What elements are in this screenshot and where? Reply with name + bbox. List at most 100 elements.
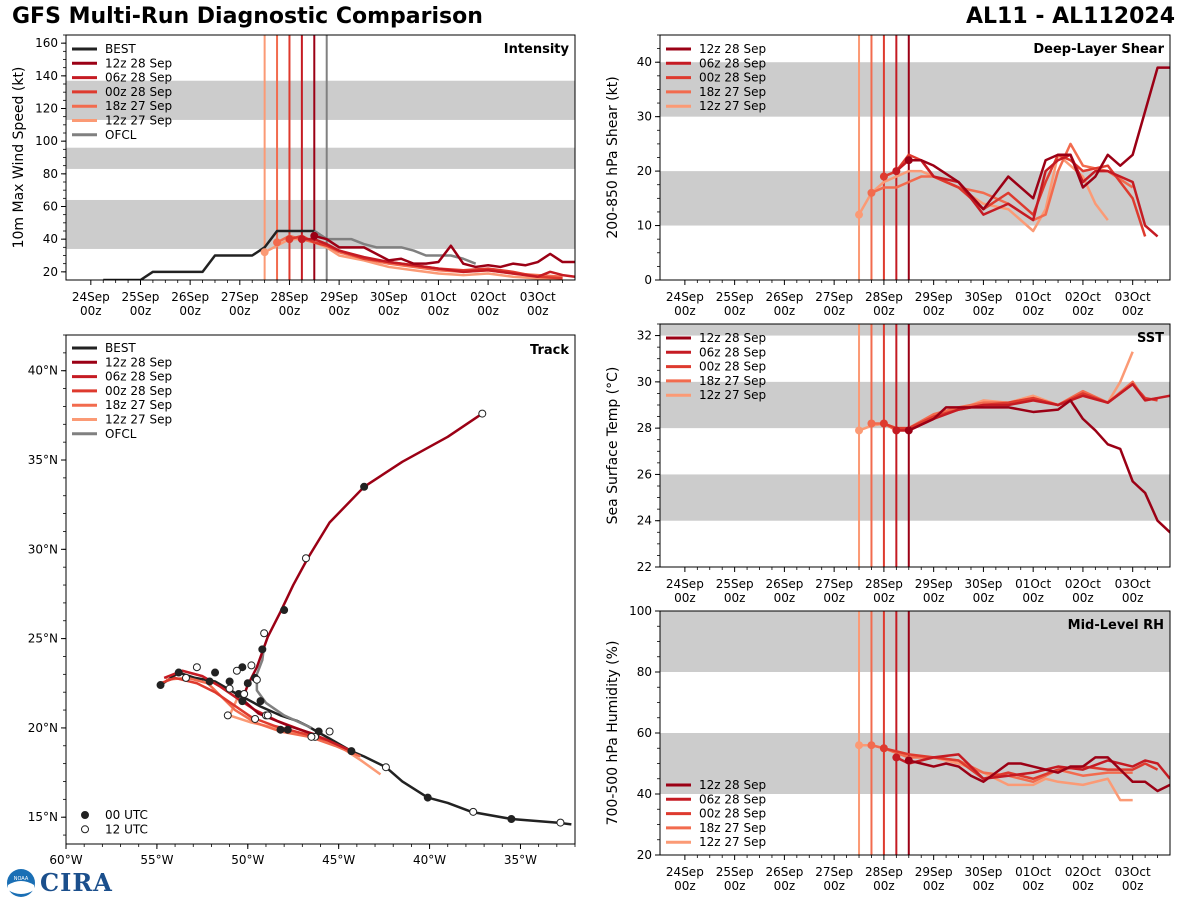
shear-init-point-18z-27-sep [867,188,876,197]
panel-sst: 22242628303224Sep00z25Sep00z26Sep00z27Se… [605,323,1171,605]
sst-ylabel: Sea Surface Temp (°C) [605,367,621,525]
track-legend-label-06z-28-sep: 06z 28 Sep [105,370,172,384]
sst-xtick-hour: 00z [973,591,995,605]
sst-band-0 [660,474,1170,521]
track-marker-00utc [225,677,234,686]
sst-legend-label-12z-27-sep: 12z 27 Sep [699,388,766,402]
rh-ytick-label: 20 [637,848,652,862]
intensity-xtick-hour: 00z [527,304,549,318]
sst-legend-label-06z-28-sep: 06z 28 Sep [699,345,766,359]
rh-xtick-day: 30Sep [964,865,1002,879]
shear-xtick-hour: 00z [923,304,945,318]
intensity-xtick-hour: 00z [80,304,102,318]
sst-ytick-label: 30 [637,375,652,389]
rh-ytick-label: 80 [637,665,652,679]
sst-xtick-hour: 00z [1072,591,1094,605]
sst-legend-label-12z-28-sep: 12z 28 Sep [699,331,766,345]
intensity-xtick-day: 29Sep [320,290,358,304]
rh-xtick-hour: 00z [724,879,746,893]
intensity-xtick-hour: 00z [428,304,450,318]
rh-xtick-hour: 00z [873,879,895,893]
intensity-xtick-day: 01Oct [420,290,456,304]
shear-xtick-hour: 00z [1022,304,1044,318]
intensity-xtick-day: 02Oct [470,290,506,304]
shear-legend-label-06z-28-sep: 06z 28 Sep [699,56,766,70]
track-legend-label-00-utc: 00 UTC [105,808,148,822]
panel-track: 60°W 55°W 50°W 45°W 40°W 35°W 15°N 20°N 25°N 30°N… [28,334,576,867]
intensity-ytick-label: 40 [43,232,58,246]
rh-xtick-day: 26Sep [765,865,803,879]
track-marker-00utc [507,814,516,823]
track-ytick-label: 15°N [28,810,58,824]
intensity-ytick-label: 160 [35,36,58,50]
rh-xtick-hour: 00z [674,879,696,893]
intensity-legend-label-00z-28-sep: 00z 28 Sep [105,85,172,99]
intensity-series-12z-28-sep [313,234,575,269]
rh-xtick-hour: 00z [1072,879,1094,893]
track-legend-label-12z-27-sep: 12z 27 Sep [105,413,172,427]
track-ytick-label: 30°N [28,542,58,556]
intensity-ytick-label: 100 [35,134,58,148]
rh-init-point-06z-28-sep [892,753,901,762]
shear-series-12z-28-sep [908,66,1170,211]
rh-xtick-day: 02Oct [1065,865,1101,879]
sst-xtick-day: 01Oct [1015,577,1051,591]
rh-ytick-label: 60 [637,726,652,740]
intensity-ytick-label: 20 [43,265,58,279]
track-legend-label-12z-28-sep: 12z 28 Sep [105,355,172,369]
track-xtick-label: 55°W [140,853,173,867]
intensity-ytick-label: 140 [35,69,58,83]
shear-xtick-day: 24Sep [666,290,704,304]
rh-legend-label-18z-27-sep: 18z 27 Sep [699,821,766,835]
intensity-xtick-day: 26Sep [171,290,209,304]
intensity-init-point-18z-27-sep [273,238,282,247]
shear-xtick-hour: 00z [1122,304,1144,318]
sst-frame [659,323,1171,568]
rh-ylabel: 700-500 hPa Humidity (%) [605,641,621,826]
shear-ylabel: 200-850 hPa Shear (kt) [605,76,621,238]
shear-xtick-hour: 00z [823,304,845,318]
track-ytick-label: 40°N [28,364,58,378]
track-series-best [159,671,572,826]
sst-xtick-hour: 00z [774,591,796,605]
storm-id-title: AL11 - AL112024 [966,4,1175,29]
shear-band-1 [660,62,1170,117]
intensity-xtick-hour: 00z [477,304,499,318]
track-legend-marker-12-utc [81,825,89,834]
intensity-legend-label-best: BEST [105,42,136,56]
track-marker-12utc [192,663,201,672]
sst-series-06z-28-sep [896,382,1170,432]
sst-xtick-hour: 00z [1122,591,1144,605]
rh-xtick-day: 24Sep [666,865,704,879]
track-series-12z-28-sep [241,412,483,737]
rh-xtick-hour: 00z [923,879,945,893]
track-panel-label: Track [530,343,569,358]
track-marker-00utc [174,668,183,677]
sst-init-point-06z-28-sep [892,426,901,435]
intensity-xtick-hour: 00z [279,304,301,318]
rh-init-point-18z-27-sep [867,741,876,750]
shear-legend-label-12z-28-sep: 12z 28 Sep [699,42,766,56]
shear-legend-label-00z-28-sep: 00z 28 Sep [699,71,766,85]
sst-init-point-12z-28-sep [904,426,913,435]
intensity-init-point-00z-28-sep [285,235,294,244]
intensity-xtick-day: 30Sep [370,290,408,304]
rh-xtick-day: 03Oct [1115,865,1151,879]
sst-xtick-day: 25Sep [716,577,754,591]
sst-ytick-label: 22 [637,560,652,574]
shear-init-point-06z-28-sep [892,167,901,176]
track-ytick-label: 20°N [28,721,58,735]
track-ytick-label: 35°N [28,453,58,467]
rh-xtick-hour: 00z [774,879,796,893]
shear-xtick-hour: 00z [774,304,796,318]
shear-ytick-label: 30 [637,110,652,124]
sst-ytick-label: 32 [637,329,652,343]
sst-ytick-label: 24 [637,514,652,528]
intensity-legend-label-ofcl: OFCL [105,128,137,142]
track-series-18z-27-sep [165,676,361,758]
sst-band-2 [660,324,1170,336]
intensity-xtick-hour: 00z [229,304,251,318]
intensity-xtick-hour: 00z [130,304,152,318]
